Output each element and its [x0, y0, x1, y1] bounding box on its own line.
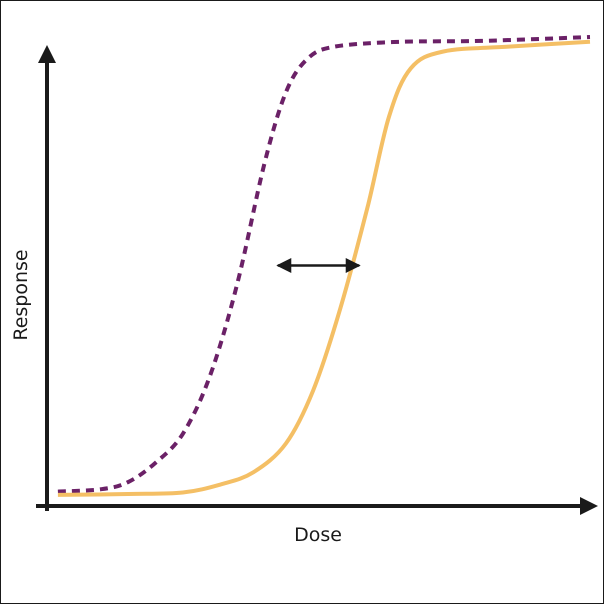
series-line-2: [57, 39, 591, 497]
x-axis-label: Dose: [294, 524, 342, 546]
y-axis-label: Response: [10, 249, 32, 340]
y-axis-arrowhead: [38, 45, 56, 63]
x-axis-arrowhead: [580, 497, 598, 515]
series-layer: [57, 35, 591, 497]
